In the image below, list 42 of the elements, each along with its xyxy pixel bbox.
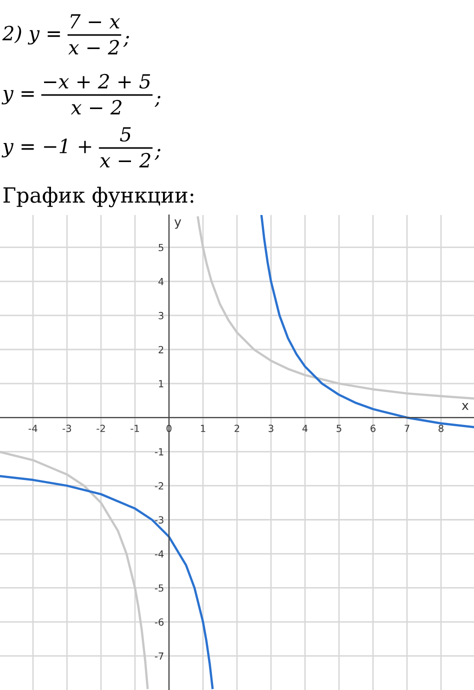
y-tick-label: 1 [159, 380, 164, 388]
x-tick-label: 1 [200, 424, 206, 432]
x-tick-label: 4 [302, 424, 308, 432]
text: ; [123, 36, 129, 48]
y-tick-label: -3 [154, 516, 164, 524]
x-tick-label: 5 [336, 424, 342, 432]
y-tick-label: 2 [158, 346, 164, 354]
text: ; [154, 148, 160, 160]
x-tick-label: 7 [404, 424, 410, 432]
x-tick-label: -1 [130, 424, 139, 432]
y-tick-label: -1 [154, 448, 164, 456]
x-axis-title: x [462, 403, 468, 410]
line-series [0, 450, 149, 690]
x-tick-label: 2 [234, 424, 240, 432]
text: x − 2 [68, 40, 119, 54]
text: 5 [120, 127, 131, 142]
text: x − 2 [70, 100, 122, 114]
chart-title: График функции: [4, 186, 194, 208]
text: y = [2, 90, 34, 104]
x-tick-label: 6 [370, 424, 376, 432]
line-series [196, 216, 474, 400]
x-tick-label: -3 [62, 424, 72, 432]
line-series [0, 475, 214, 690]
text: 7 − x [70, 14, 120, 28]
text: 2) y = [2, 25, 60, 45]
text: y = −1 + [2, 138, 92, 158]
y-tick-label: -2 [154, 482, 164, 490]
x-tick-label: -4 [28, 424, 38, 432]
text: −x + 2 + 5 [44, 74, 150, 89]
x-tick-label: 3 [268, 424, 274, 432]
x-tick-label: -2 [96, 424, 105, 432]
text: x − 2 [100, 152, 150, 168]
y-axis-title: y [174, 219, 182, 229]
y-tick-label: -4 [154, 550, 164, 558]
y-tick-label: 3 [158, 312, 164, 320]
y-tick-label: -5 [154, 584, 164, 592]
y-tick-label: -7 [154, 652, 164, 660]
y-tick-label: 5 [158, 244, 164, 252]
text: ; [154, 96, 160, 108]
x-tick-label: 8 [438, 424, 444, 432]
y-tick-label: -6 [154, 618, 164, 626]
y-tick-label: 4 [158, 278, 164, 286]
